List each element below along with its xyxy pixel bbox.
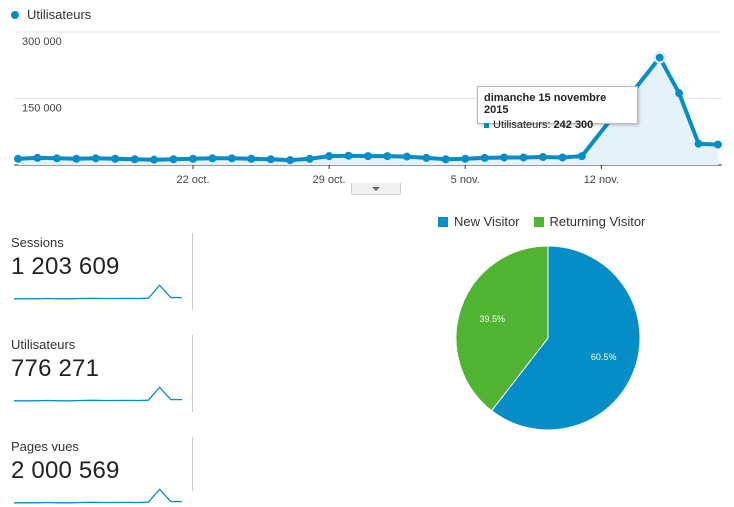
tooltip-date: dimanche 15 novembre 2015 — [484, 92, 607, 116]
sparkline — [14, 386, 182, 402]
data-point[interactable] — [500, 153, 509, 162]
sparkline-path — [14, 386, 182, 402]
data-point[interactable] — [325, 152, 334, 161]
series-line-path — [17, 55, 719, 163]
data-point[interactable] — [402, 152, 411, 161]
pie-slice-label: 60.5% — [591, 352, 617, 362]
metric-utilisateurs[interactable]: Utilisateurs 776 271 — [11, 337, 193, 402]
data-point[interactable] — [130, 155, 139, 164]
metric-label: Utilisateurs — [11, 337, 76, 352]
data-point[interactable] — [208, 154, 217, 163]
data-point[interactable] — [539, 153, 547, 162]
divider — [192, 437, 193, 491]
series-square-icon — [484, 122, 489, 128]
y-axis-ticks: 300 000 150 000 — [22, 36, 62, 115]
y-tick-label: 150 000 — [22, 103, 62, 115]
tooltip-row: Utilisateurs: 242 300 — [484, 119, 631, 131]
metric-value: 2 000 569 — [11, 457, 120, 484]
series-area — [18, 57, 718, 165]
legend-label: Utilisateurs — [27, 7, 92, 22]
data-point[interactable] — [247, 154, 256, 163]
pie-legend: New Visitor Returning Visitor — [438, 214, 659, 229]
collapse-chart-button[interactable] — [351, 183, 401, 195]
sparkline-path — [14, 488, 182, 504]
tooltip-value: 242 300 — [553, 119, 594, 131]
pie-slice[interactable] — [490, 245, 641, 431]
legend-item-returning-visitor[interactable]: Returning Visitor — [533, 214, 646, 229]
chevron-down-icon — [372, 186, 380, 191]
legend-label: New Visitor — [454, 214, 520, 229]
sparkline — [14, 284, 182, 300]
x-tick-label: 22 oct. — [176, 174, 209, 186]
data-point[interactable] — [461, 154, 470, 163]
series-points[interactable] — [14, 51, 722, 165]
data-point[interactable] — [111, 154, 120, 163]
metric-value: 776 271 — [11, 355, 100, 382]
legend-swatch — [438, 216, 448, 227]
data-point[interactable] — [169, 155, 178, 164]
metric-label: Sessions — [11, 235, 64, 250]
legend-item-new-visitor[interactable]: New Visitor — [438, 214, 520, 229]
data-point[interactable] — [519, 153, 528, 162]
data-point[interactable] — [364, 152, 372, 161]
chart-tooltip: dimanche 15 novembre 2015 Utilisateurs: … — [477, 86, 638, 131]
series-line — [17, 55, 719, 163]
series-dot-icon — [11, 10, 19, 19]
data-point[interactable] — [286, 156, 295, 165]
data-point[interactable] — [14, 154, 22, 163]
data-point[interactable] — [558, 153, 567, 162]
data-point[interactable] — [422, 153, 431, 162]
data-point[interactable] — [91, 154, 100, 163]
legend-swatch — [533, 216, 544, 227]
data-point[interactable] — [150, 155, 159, 164]
data-point[interactable] — [654, 52, 665, 63]
x-axis-ticks: 22 oct. 29 oct. 5 nov. 12 nov. — [176, 165, 619, 186]
chart-legend-top: Utilisateurs — [11, 7, 91, 22]
sparkline-path — [14, 284, 182, 300]
data-point[interactable] — [189, 154, 197, 163]
metric-pages-vues[interactable]: Pages vues 2 000 569 — [11, 439, 193, 504]
sparkline — [14, 488, 182, 504]
tooltip-series: Utilisateurs: — [493, 119, 551, 131]
data-point[interactable] — [694, 139, 703, 148]
data-point[interactable] — [344, 151, 353, 160]
series-area-fill — [18, 57, 718, 165]
data-point[interactable] — [52, 154, 61, 163]
metric-sessions[interactable]: Sessions 1 203 609 — [11, 235, 193, 300]
metric-label: Pages vues — [11, 439, 79, 454]
data-point[interactable] — [227, 154, 236, 163]
data-point[interactable] — [480, 153, 489, 162]
data-point[interactable] — [305, 154, 314, 163]
data-point[interactable] — [72, 154, 81, 163]
data-point[interactable] — [714, 140, 722, 149]
x-tick-label: 5 nov. — [451, 174, 480, 186]
pie-slice[interactable] — [455, 245, 549, 412]
visitor-pie-chart[interactable]: 60.5% 39.5% — [450, 240, 650, 440]
legend-label: Returning Visitor — [549, 214, 646, 229]
data-point[interactable] — [441, 155, 450, 164]
data-point[interactable] — [577, 152, 586, 161]
pie-slice-label: 39.5% — [480, 314, 506, 324]
y-tick-label: 300 000 — [22, 36, 62, 48]
data-point[interactable] — [266, 155, 275, 164]
x-tick-label: 12 nov. — [584, 174, 619, 186]
x-tick-label: 29 oct. — [313, 174, 346, 186]
divider — [192, 335, 193, 412]
data-point[interactable] — [33, 153, 42, 162]
data-point[interactable] — [675, 89, 684, 98]
divider — [192, 233, 193, 310]
data-point[interactable] — [383, 152, 392, 161]
metric-value: 1 203 609 — [11, 253, 120, 280]
users-line-chart[interactable]: 300 000 150 000 22 oct. 29 oct. 5 nov. 12 no… — [0, 0, 734, 200]
